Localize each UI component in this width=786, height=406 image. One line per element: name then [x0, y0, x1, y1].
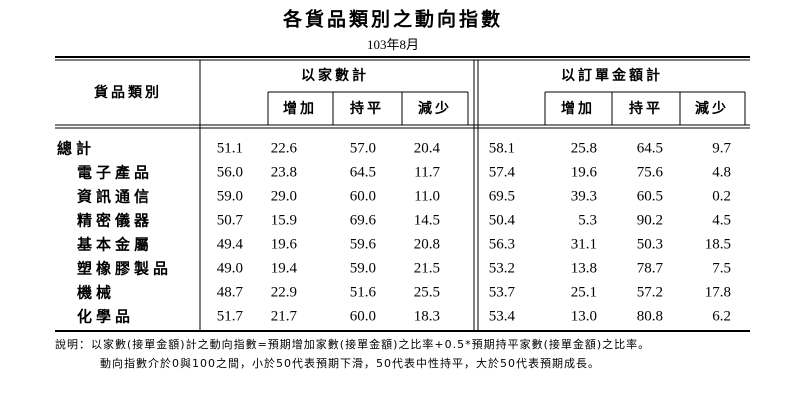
row-label: 精密儀器 — [77, 212, 153, 230]
cell: 60.0 — [350, 188, 376, 204]
cell: 17.8 — [705, 284, 731, 300]
row-label: 塑橡膠製品 — [77, 260, 172, 278]
cell: 5.3 — [578, 212, 597, 228]
cell: 31.1 — [571, 236, 597, 252]
cell: 56.0 — [217, 164, 243, 180]
cell: 69.6 — [350, 212, 377, 228]
cell: 78.7 — [637, 260, 664, 276]
cell: 29.0 — [271, 188, 297, 204]
cell: 25.8 — [571, 140, 597, 156]
cell: 64.5 — [350, 164, 376, 180]
cell: 23.8 — [271, 164, 297, 180]
cell: 59.0 — [217, 188, 243, 204]
cell: 39.3 — [571, 188, 597, 204]
row-label: 機械 — [77, 284, 115, 302]
row-label: 總計 — [57, 140, 95, 158]
cell: 57.2 — [637, 284, 663, 300]
cell: 59.6 — [350, 236, 377, 252]
cell: 14.5 — [414, 212, 440, 228]
cell: 19.4 — [271, 260, 298, 276]
sub-header: 增加 — [561, 100, 595, 117]
cell: 13.0 — [571, 308, 597, 324]
cell: 49.4 — [217, 236, 244, 252]
cell: 21.5 — [414, 260, 440, 276]
cell: 51.6 — [350, 284, 377, 300]
cell: 7.5 — [712, 260, 731, 276]
cell: 11.0 — [414, 188, 440, 204]
cell: 19.6 — [571, 164, 598, 180]
note: 動向指數介於0與100之間，小於50代表預期下滑，50代表中性持平，大於50代表… — [100, 356, 600, 370]
cell: 13.8 — [571, 260, 597, 276]
cell: 50.4 — [489, 212, 516, 228]
cell: 18.5 — [705, 236, 731, 252]
cell: 20.8 — [414, 236, 440, 252]
cell: 53.2 — [489, 260, 515, 276]
cell: 59.0 — [350, 260, 376, 276]
cell: 22.6 — [271, 140, 298, 156]
group-header: 以家數計 — [301, 67, 369, 84]
row-label: 電子產品 — [77, 164, 153, 182]
cell: 48.7 — [217, 284, 244, 300]
cell: 57.4 — [489, 164, 516, 180]
subtitle: 103年8月 — [367, 37, 419, 52]
cell: 9.7 — [712, 140, 731, 156]
cell: 80.8 — [637, 308, 663, 324]
cell: 57.0 — [350, 140, 376, 156]
cell: 51.7 — [217, 308, 244, 324]
cell: 22.9 — [271, 284, 297, 300]
cell: 4.8 — [712, 164, 731, 180]
cell: 60.0 — [350, 308, 376, 324]
sub-header: 減少 — [418, 100, 452, 117]
cell: 20.4 — [414, 140, 441, 156]
cell: 90.2 — [637, 212, 663, 228]
cell: 21.7 — [271, 308, 298, 324]
title: 各貨品類別之動向指數 — [282, 8, 503, 31]
sub-header: 減少 — [695, 100, 729, 117]
cell: 4.5 — [712, 212, 731, 228]
cell: 0.2 — [712, 188, 731, 204]
category-header: 貨品類別 — [93, 84, 162, 101]
cell: 53.4 — [489, 308, 516, 324]
cell: 69.5 — [489, 188, 515, 204]
row-label: 化學品 — [77, 308, 134, 326]
cell: 53.7 — [489, 284, 516, 300]
sub-header: 持平 — [629, 100, 663, 117]
cell: 25.5 — [414, 284, 440, 300]
row-label: 基本金屬 — [76, 236, 153, 254]
sub-header: 持平 — [350, 100, 384, 117]
sub-header: 增加 — [283, 100, 317, 117]
cell: 75.6 — [637, 164, 664, 180]
group-header: 以訂單金額計 — [561, 67, 663, 84]
cell: 6.2 — [712, 308, 731, 324]
cell: 51.1 — [217, 140, 243, 156]
cell: 49.0 — [217, 260, 243, 276]
cell: 11.7 — [414, 164, 440, 180]
cell: 18.3 — [414, 308, 440, 324]
cell: 56.3 — [489, 236, 515, 252]
note: 說明：以家數(接單金額)計之動向指數=預期增加家數(接單金額)之比率+0.5*預… — [55, 337, 650, 351]
cell: 58.1 — [489, 140, 515, 156]
cell: 15.9 — [271, 212, 297, 228]
cell: 25.1 — [571, 284, 597, 300]
table-lines — [55, 56, 750, 332]
cell: 50.7 — [217, 212, 244, 228]
cell: 50.3 — [637, 236, 663, 252]
cell: 60.5 — [637, 188, 663, 204]
cell: 19.6 — [271, 236, 298, 252]
cell: 64.5 — [637, 140, 663, 156]
row-label: 資訊通信 — [77, 188, 153, 206]
